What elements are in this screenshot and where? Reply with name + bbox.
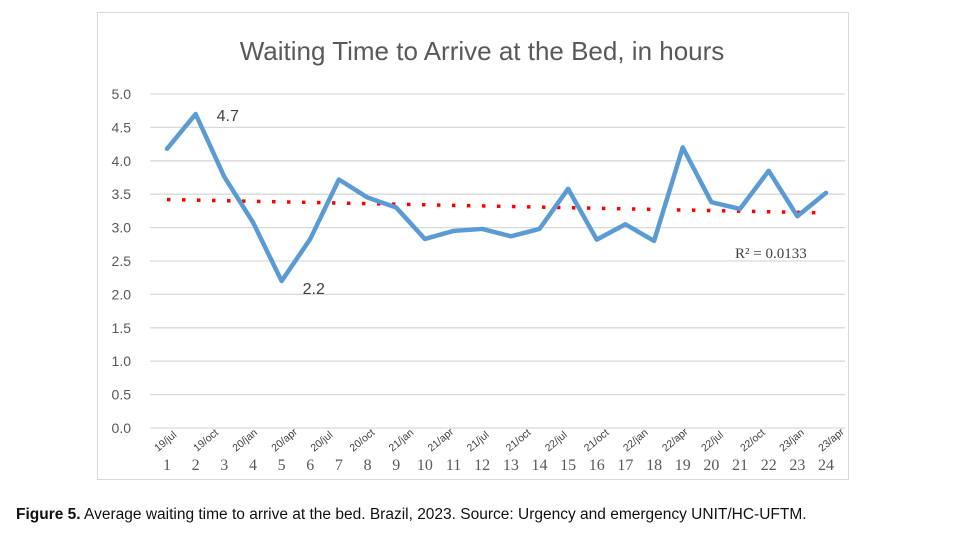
data-label: 2.2: [303, 281, 325, 298]
period-label: 22/jul: [543, 429, 570, 454]
period-label: 21/apr: [426, 426, 457, 455]
period-label: 20/apr: [269, 426, 300, 455]
y-tick-label: 3.5: [112, 186, 132, 202]
y-tick-label: 0.0: [112, 420, 132, 436]
period-label: 21/jul: [465, 429, 492, 454]
period-label: 22/jul: [699, 429, 726, 454]
period-label: 23/jan: [777, 427, 807, 455]
x-tick-label: 5: [278, 457, 286, 474]
caption-text: Average waiting time to arrive at the be…: [80, 506, 807, 523]
y-tick-label: 1.5: [112, 320, 132, 336]
x-tick-label: 10: [417, 457, 433, 474]
x-tick-label: 21: [732, 457, 748, 474]
x-tick-label: 14: [531, 457, 547, 474]
y-tick-label: 5.0: [112, 86, 132, 102]
period-label: 19/oct: [191, 427, 221, 455]
period-label: 20/jul: [308, 429, 335, 454]
period-label: 19/jul: [152, 429, 179, 454]
y-tick-label: 1.0: [112, 353, 132, 369]
y-tick-label: 4.5: [112, 119, 132, 135]
period-label: 21/oct: [582, 427, 612, 455]
figure-caption: Figure 5. Average waiting time to arrive…: [16, 506, 807, 524]
x-tick-label: 1: [163, 457, 171, 474]
x-tick-label: 2: [192, 457, 200, 474]
caption-label: Figure 5.: [16, 506, 81, 523]
x-tick-label: 19: [675, 457, 691, 474]
x-tick-label: 9: [392, 457, 400, 474]
x-tick-label: 22: [761, 457, 777, 474]
r-squared-label: R² = 0.0133: [735, 246, 807, 262]
y-tick-label: 2.5: [112, 253, 132, 269]
chart-title: Waiting Time to Arrive at the Bed, in ho…: [240, 36, 725, 66]
y-tick-label: 0.5: [112, 387, 132, 403]
x-tick-label: 23: [789, 457, 805, 474]
chart-frame: [97, 12, 849, 480]
period-label: 20/oct: [348, 427, 378, 455]
x-tick-label: 11: [446, 457, 461, 474]
period-label: 21/oct: [504, 427, 534, 455]
y-tick-label: 4.0: [112, 153, 132, 169]
x-tick-label: 12: [474, 457, 490, 474]
y-tick-label: 2.0: [112, 286, 132, 302]
period-label: 22/apr: [660, 426, 691, 455]
data-label: 4.7: [217, 108, 239, 125]
x-tick-label: 13: [503, 457, 519, 474]
period-label: 22/oct: [738, 427, 768, 455]
x-tick-label: 24: [818, 457, 834, 474]
x-tick-label: 17: [617, 457, 633, 474]
period-label: 21/jan: [387, 427, 417, 455]
series-line: [164, 111, 829, 284]
x-tick-label: 8: [364, 457, 372, 474]
x-tick-label: 16: [589, 457, 605, 474]
x-tick-label: 4: [249, 457, 257, 474]
period-label: 20/jan: [230, 427, 260, 455]
y-tick-label: 3.0: [112, 220, 132, 236]
line-chart: Waiting Time to Arrive at the Bed, in ho…: [112, 36, 848, 474]
x-tick-label: 18: [646, 457, 662, 474]
period-label: 22/jan: [621, 427, 651, 455]
x-tick-label: 20: [703, 457, 719, 474]
period-label: 23/apr: [816, 426, 847, 455]
x-tick-label: 7: [335, 457, 343, 474]
x-tick-label: 3: [220, 457, 228, 474]
x-tick-label: 6: [306, 457, 314, 474]
x-tick-label: 15: [560, 457, 576, 474]
